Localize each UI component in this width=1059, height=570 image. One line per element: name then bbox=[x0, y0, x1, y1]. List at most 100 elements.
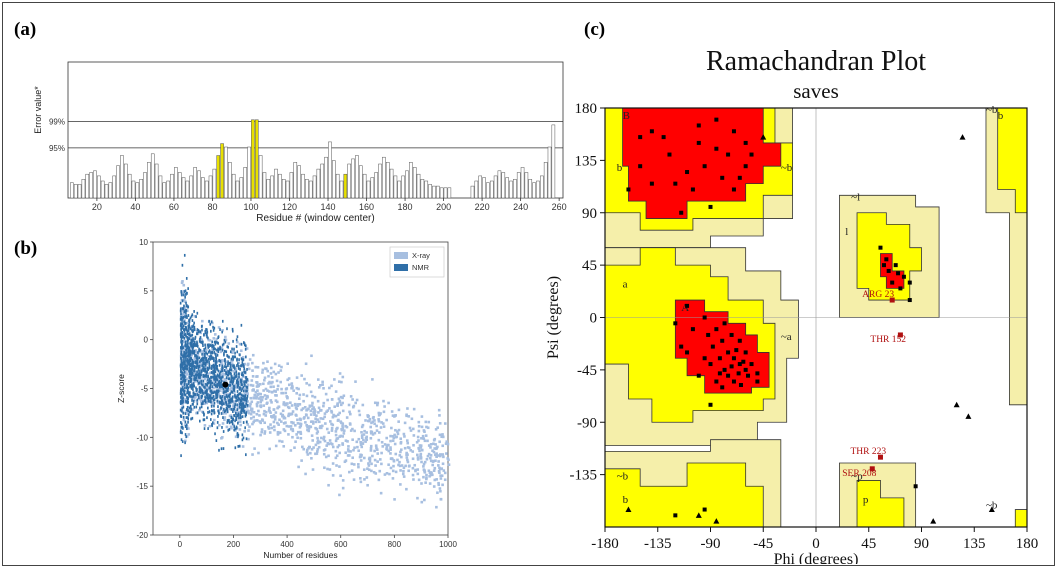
scatter-point bbox=[230, 386, 233, 390]
scatter-point bbox=[234, 435, 238, 439]
scatter-point bbox=[437, 481, 440, 485]
scatter-point bbox=[195, 386, 197, 390]
scatter-point bbox=[368, 457, 372, 461]
scatter-point bbox=[236, 335, 239, 339]
outlier-point bbox=[877, 454, 883, 460]
bar bbox=[497, 170, 502, 199]
scatter-point bbox=[183, 368, 185, 372]
scatter-point bbox=[278, 431, 282, 434]
scatter-point bbox=[391, 439, 395, 443]
scatter-point bbox=[187, 379, 190, 383]
scatter-point bbox=[185, 309, 188, 312]
residue-point bbox=[722, 321, 727, 326]
scatter-point bbox=[330, 429, 334, 432]
scatter-point bbox=[188, 360, 191, 364]
residue-point bbox=[755, 371, 760, 376]
scatter-point bbox=[336, 419, 340, 422]
scatter-point bbox=[439, 453, 442, 456]
scatter-point bbox=[291, 385, 294, 389]
scatter-point bbox=[234, 411, 237, 415]
scatter-point bbox=[329, 442, 333, 445]
scatter-point bbox=[253, 393, 257, 397]
scatter-point bbox=[214, 342, 217, 346]
scatter-point bbox=[311, 407, 314, 411]
scatter-point bbox=[246, 363, 250, 367]
scatter-point bbox=[199, 360, 201, 364]
scatter-point bbox=[205, 375, 207, 378]
scatter-point bbox=[203, 348, 205, 351]
scatter-point bbox=[213, 326, 216, 330]
scatter-point bbox=[210, 356, 213, 359]
scatter-point bbox=[349, 429, 353, 432]
scatter-point bbox=[411, 450, 415, 453]
scatter-point bbox=[377, 411, 381, 415]
scatter-point bbox=[221, 330, 223, 334]
scatter-point bbox=[184, 369, 187, 373]
scatter-point bbox=[216, 399, 219, 403]
scatter-point bbox=[180, 399, 183, 403]
scatter-point bbox=[187, 427, 190, 430]
x-tick-label: 100 bbox=[243, 202, 258, 212]
scatter-point bbox=[390, 426, 393, 430]
scatter-point bbox=[182, 298, 186, 302]
scatter-point bbox=[189, 349, 191, 353]
scatter-point bbox=[200, 325, 203, 328]
scatter-point bbox=[229, 392, 232, 396]
scatter-point bbox=[286, 362, 289, 365]
residue-point bbox=[708, 402, 713, 407]
scatter-point bbox=[365, 431, 368, 434]
bar bbox=[328, 141, 332, 199]
scatter-point bbox=[180, 353, 183, 356]
scatter-point bbox=[190, 364, 193, 368]
scatter-point bbox=[416, 435, 420, 439]
scatter-point bbox=[425, 457, 429, 461]
scatter-point bbox=[189, 379, 191, 383]
scatter-point bbox=[375, 446, 378, 450]
residue-point bbox=[886, 268, 891, 273]
bar bbox=[281, 179, 286, 199]
scatter-point bbox=[183, 392, 185, 396]
scatter-point bbox=[196, 359, 198, 363]
scatter-point bbox=[416, 496, 419, 500]
scatter-point bbox=[295, 386, 299, 390]
scatter-point bbox=[438, 467, 442, 471]
scatter-point bbox=[194, 335, 197, 339]
residue-point bbox=[731, 129, 736, 134]
scatter-point bbox=[277, 371, 280, 374]
scatter-point bbox=[423, 430, 426, 433]
scatter-point bbox=[264, 397, 268, 401]
scatter-point bbox=[411, 457, 415, 461]
scatter-point bbox=[243, 410, 246, 414]
scatter-point bbox=[194, 349, 198, 352]
scatter-point bbox=[255, 402, 259, 406]
scatter-point bbox=[234, 419, 236, 423]
scatter-point bbox=[204, 374, 207, 378]
scatter-point bbox=[391, 469, 395, 473]
scatter-point bbox=[181, 345, 183, 349]
scatter-point bbox=[241, 397, 244, 401]
scatter-point bbox=[211, 364, 213, 368]
scatter-point bbox=[203, 367, 206, 371]
scatter-point bbox=[203, 349, 206, 353]
scatter-point bbox=[233, 407, 236, 411]
scatter-point bbox=[225, 386, 229, 390]
scatter-point bbox=[199, 367, 203, 371]
scatter-point bbox=[186, 383, 188, 387]
scatter-point bbox=[230, 368, 233, 372]
scatter-point bbox=[283, 403, 287, 407]
scatter-point bbox=[241, 373, 243, 377]
scatter-point bbox=[242, 358, 245, 362]
scatter-point bbox=[215, 357, 218, 361]
scatter-point bbox=[319, 383, 322, 387]
scatter-point bbox=[194, 373, 197, 377]
scatter-point bbox=[439, 474, 442, 477]
scatter-point bbox=[279, 380, 282, 384]
scatter-point bbox=[198, 408, 201, 412]
scatter-point bbox=[419, 452, 423, 456]
scatter-point bbox=[221, 379, 225, 383]
scatter-point bbox=[215, 392, 217, 396]
scatter-point bbox=[279, 412, 283, 416]
scatter-point bbox=[227, 370, 229, 373]
scatter-point bbox=[240, 393, 243, 397]
scatter-point bbox=[185, 435, 188, 439]
